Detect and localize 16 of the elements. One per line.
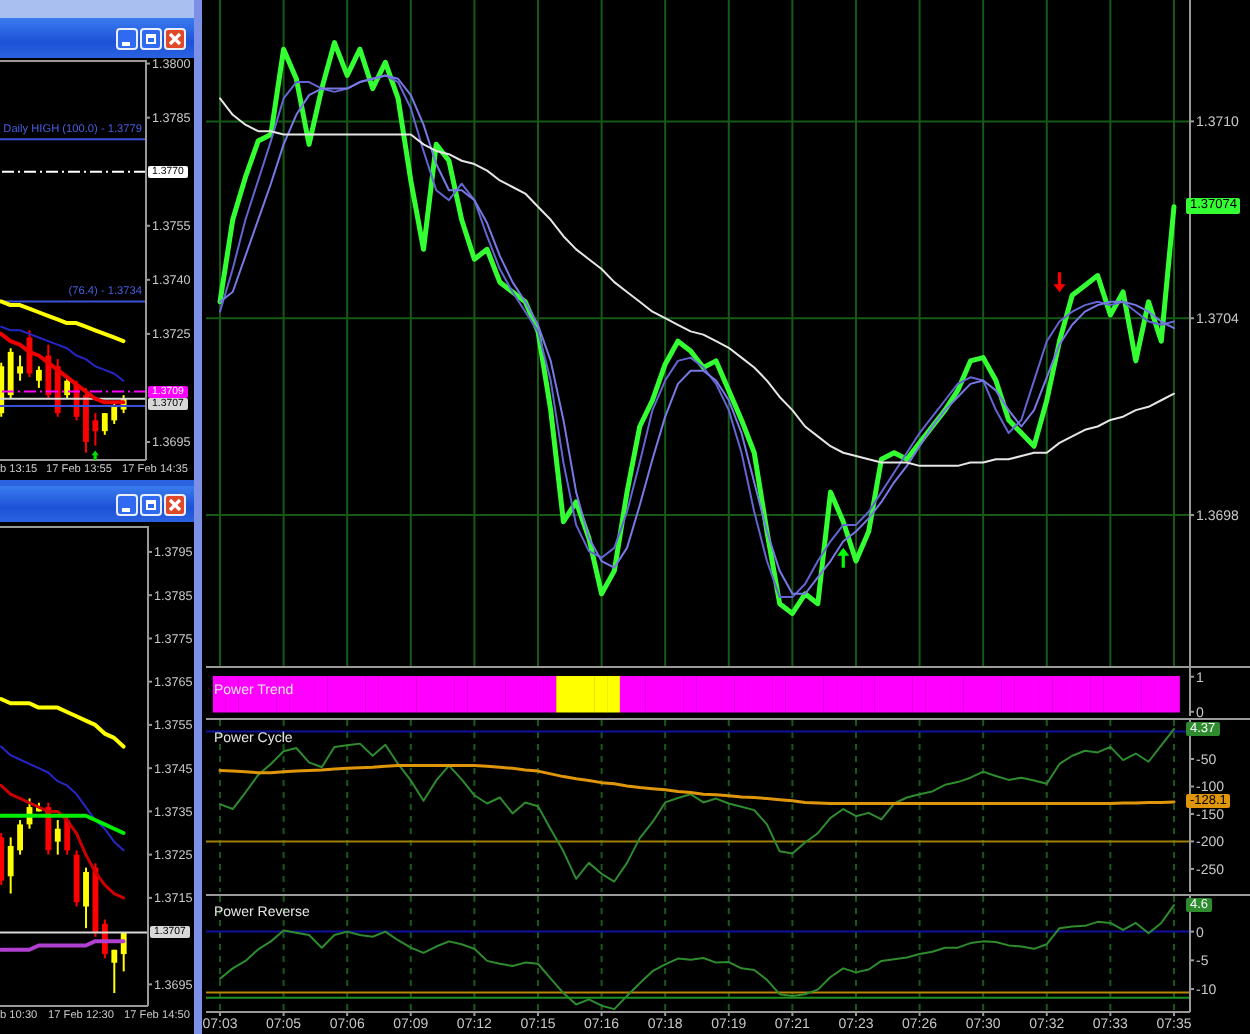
candlestick [54,819,61,856]
line-series [0,783,126,900]
line-series [218,97,1175,467]
candlestick [35,365,42,389]
line-series [0,299,126,344]
candlestick [0,832,5,886]
line-series [0,325,125,382]
candlestick [111,948,118,995]
line-series [0,696,126,749]
line-series [218,764,1176,806]
line-series [218,728,1175,883]
line-series [218,904,1175,1011]
candlestick [64,376,71,400]
candlestick [83,866,89,930]
line-series [0,745,125,852]
candlestick [73,849,80,908]
